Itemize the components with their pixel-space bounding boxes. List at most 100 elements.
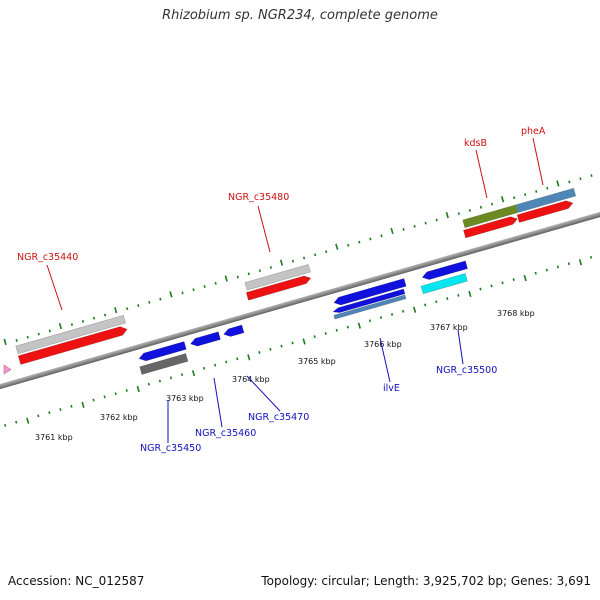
- gene-label: kdsB: [464, 138, 487, 149]
- scale-tick: [445, 212, 449, 219]
- scale-tick: [435, 300, 438, 304]
- scale-tick: [368, 319, 372, 323]
- scale-tick: [15, 338, 18, 342]
- genome-title: Rhizobium sp. NGR234, complete genome: [162, 8, 438, 23]
- gene-label: NGR_c35450: [140, 443, 201, 454]
- scale-tick: [568, 180, 571, 184]
- label-leader: [532, 137, 544, 186]
- scale-tick: [524, 193, 527, 197]
- scale-tick: [236, 275, 239, 279]
- scale-tick: [48, 411, 51, 415]
- scale-tick: [413, 306, 417, 313]
- gene-label: NGR_c35440: [17, 252, 78, 263]
- scale-tick: [435, 218, 438, 222]
- scale-tick: [4, 423, 7, 427]
- scale-tick: [534, 271, 537, 275]
- scale-tick: [125, 389, 128, 392]
- scale-ticks-bottom: [4, 255, 593, 427]
- label-leader: [46, 264, 63, 311]
- label-leader: [213, 377, 223, 428]
- scale-tick: [579, 177, 582, 181]
- scale-label: 3765 kbp: [298, 357, 336, 366]
- scale-tick: [545, 268, 548, 272]
- scale-label: 3763 kbp: [166, 394, 204, 403]
- scale-tick: [424, 303, 427, 307]
- scale-tick: [335, 328, 338, 332]
- scale-tick: [58, 322, 62, 330]
- scale-tick: [291, 259, 295, 263]
- cds-bar: [463, 216, 518, 239]
- gene-bar: [333, 278, 407, 306]
- scale-tick: [180, 373, 184, 377]
- scale-tick: [81, 401, 85, 408]
- gene-label: NGR_c35460: [195, 428, 256, 439]
- scale-tick: [358, 240, 361, 244]
- gene-bar: [223, 324, 245, 337]
- gene-label: NGR_c35470: [248, 412, 309, 423]
- scale-tick: [468, 209, 472, 212]
- scale-label: 3762 kbp: [100, 413, 138, 422]
- gene-bar: [462, 204, 519, 229]
- scale-tick: [214, 281, 217, 285]
- scale-tick: [313, 335, 316, 339]
- scale-tick: [37, 332, 40, 336]
- scale-tick: [203, 285, 206, 288]
- scale-tick: [556, 180, 560, 187]
- scale-tick: [269, 266, 273, 269]
- scale-tick: [37, 414, 40, 418]
- scale-tick: [369, 237, 372, 241]
- scale-tick: [490, 284, 493, 288]
- scale-tick: [556, 265, 559, 269]
- scale-tick: [181, 291, 184, 295]
- cds-bar: [245, 275, 312, 301]
- scale-tick: [70, 404, 73, 408]
- scale-tick: [335, 243, 339, 250]
- label-leader: [457, 329, 464, 365]
- scale-tick: [302, 256, 306, 260]
- arrow-marker-icon: [3, 364, 12, 375]
- scale-tick: [291, 341, 294, 345]
- scale-tick: [390, 227, 394, 235]
- scale-tick: [224, 275, 228, 282]
- scale-tick: [169, 376, 173, 380]
- gene-label: pheA: [521, 126, 546, 137]
- scale-tick: [546, 186, 549, 190]
- scale-tick: [92, 398, 95, 402]
- scale-tick: [479, 287, 482, 291]
- scale-tick: [314, 253, 317, 257]
- scale-tick: [468, 290, 472, 298]
- scale-tick: [148, 300, 151, 304]
- genome-summary: Topology: circular; Length: 3,925,702 bp…: [261, 574, 591, 588]
- scale-tick: [512, 278, 515, 281]
- scale-tick: [247, 272, 250, 276]
- gene-bar: [190, 331, 221, 347]
- scale-tick: [158, 379, 162, 383]
- scale-tick: [324, 332, 327, 335]
- cds-bar: [516, 200, 574, 223]
- scale-tick: [147, 382, 150, 386]
- scale-tick: [103, 313, 107, 317]
- scale-tick: [279, 259, 284, 266]
- gene-label: ilvE: [383, 383, 400, 394]
- scale-tick: [126, 307, 129, 311]
- scale-ticks-top: [3, 174, 593, 346]
- gene-bar: [421, 260, 468, 280]
- scale-tick: [15, 420, 18, 424]
- scale-tick: [225, 360, 228, 364]
- scale-tick: [159, 297, 162, 301]
- scale-tick: [236, 357, 239, 361]
- scale-tick: [457, 212, 460, 216]
- label-leader: [246, 375, 281, 412]
- scale-tick: [402, 228, 405, 231]
- scale-tick: [535, 190, 538, 193]
- scale-tick: [269, 347, 272, 351]
- label-leader: [379, 337, 391, 383]
- gene-label: NGR_c35500: [436, 365, 497, 376]
- scale-tick: [59, 408, 62, 411]
- gene-bar: [420, 273, 468, 295]
- scale-tick: [479, 205, 483, 209]
- scale-tick: [346, 325, 349, 329]
- scale-tick: [390, 313, 394, 316]
- scale-tick: [302, 338, 306, 345]
